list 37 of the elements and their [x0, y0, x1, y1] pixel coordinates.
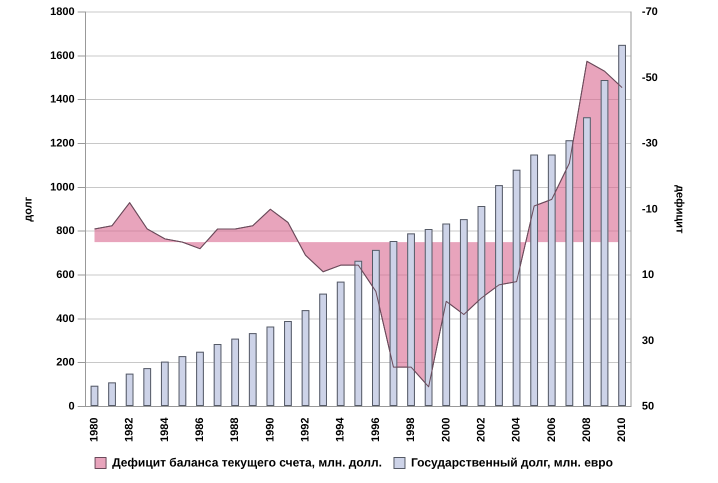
y2-tick-label: -30 [642, 138, 658, 150]
y-tick-label: 200 [56, 356, 75, 369]
y2-tick-label: -50 [642, 72, 658, 84]
y-tick-label: 0 [68, 400, 75, 413]
x-tick-label: 2008 [580, 418, 593, 442]
x-tick-label: 1980 [88, 418, 100, 442]
y-tick-label: 1400 [50, 94, 75, 106]
y2-tick-label: -70 [642, 6, 658, 18]
legend-label: Дефицит баланса текущего счета, млн. долл. [112, 455, 382, 470]
x-tick-label: 1998 [405, 418, 418, 442]
x-tick-label: 1990 [264, 418, 276, 442]
y-tick-label: 400 [56, 312, 75, 325]
y2-tick-label: -10 [642, 203, 658, 216]
y2-tick-label: 30 [642, 334, 654, 347]
y-axis-title: долг [22, 196, 35, 222]
y-tick-label: 1600 [50, 50, 75, 62]
x-tick-label: 2000 [440, 418, 452, 442]
legend-label: Государственный долг, млн. евро [410, 455, 613, 470]
y2-tick-label: 50 [642, 400, 654, 413]
x-tick-label: 1986 [194, 418, 206, 442]
y-tick-label: 600 [56, 269, 75, 282]
x-tick-label: 1996 [370, 418, 382, 442]
y2-axis-title: дефицит [673, 185, 686, 234]
y2-tick-label: 10 [642, 269, 654, 282]
x-tick-label: 2002 [475, 418, 488, 442]
x-tick-label: 1988 [229, 418, 242, 442]
x-tick-label: 1992 [300, 418, 312, 442]
y-tick-label: 1000 [50, 181, 75, 194]
y-tick-label: 1800 [50, 6, 75, 18]
x-tick-label: 2006 [546, 418, 558, 442]
x-tick-label: 2010 [616, 418, 628, 442]
y-tick-label: 800 [56, 225, 75, 238]
x-tick-label: 1994 [334, 416, 347, 442]
x-tick-label: 2004 [510, 416, 523, 442]
y-tick-label: 1200 [50, 138, 75, 150]
x-tick-label: 1984 [158, 416, 171, 442]
x-tick-label: 1982 [124, 418, 136, 442]
